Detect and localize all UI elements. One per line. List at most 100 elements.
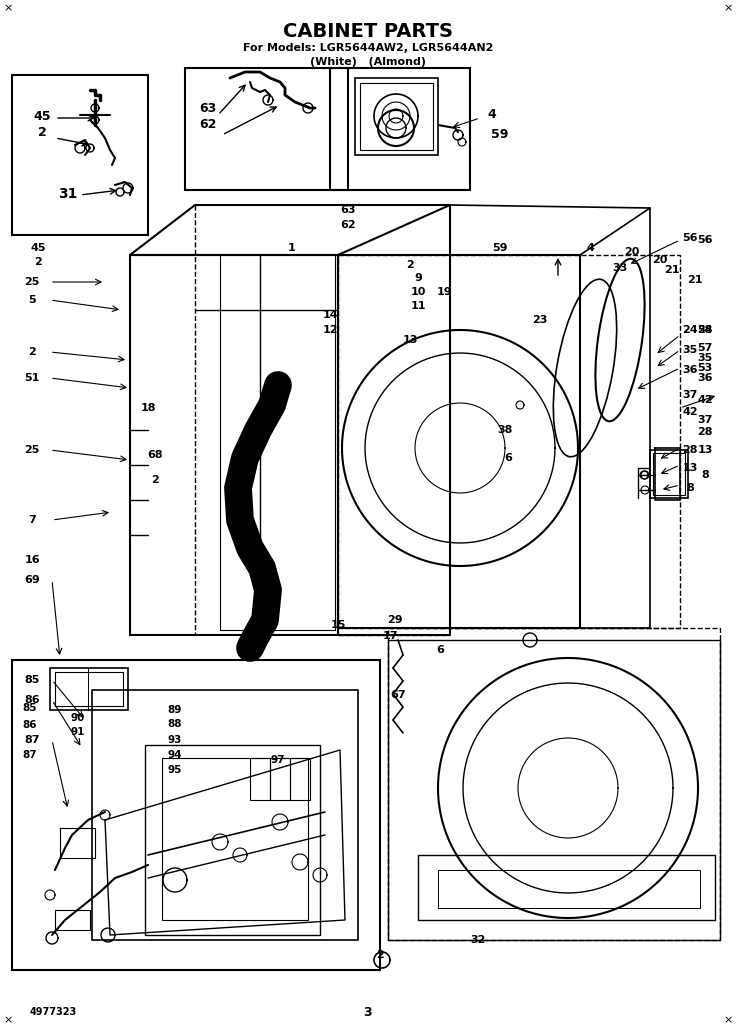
Text: (White)   (Almond): (White) (Almond)	[310, 57, 426, 67]
Text: 62: 62	[340, 220, 355, 230]
Text: 31: 31	[58, 187, 78, 201]
Text: 36: 36	[682, 365, 698, 375]
Text: 51: 51	[24, 373, 40, 383]
Bar	[55, 910, 90, 930]
Text: 42: 42	[697, 395, 712, 405]
Text: 10: 10	[410, 287, 425, 297]
Bar	[650, 450, 688, 498]
Bar	[338, 255, 580, 628]
Text: 93: 93	[168, 735, 183, 745]
Text: 68: 68	[147, 450, 163, 460]
Text: 4: 4	[586, 243, 594, 253]
Text: 86: 86	[23, 720, 38, 730]
Text: 42: 42	[682, 407, 698, 417]
Text: 7: 7	[28, 515, 36, 525]
Text: 89: 89	[168, 705, 183, 715]
Bar	[145, 745, 320, 935]
Text: 23: 23	[532, 315, 548, 325]
Bar	[50, 668, 128, 710]
Text: 13: 13	[697, 445, 712, 455]
Bar	[338, 255, 680, 628]
Text: 6: 6	[504, 453, 512, 463]
Text: 24: 24	[697, 325, 712, 335]
Text: 12: 12	[322, 325, 338, 335]
Text: For Models: LGR5644AW2, LGR5644AN2: For Models: LGR5644AW2, LGR5644AN2	[243, 43, 493, 53]
Text: 21: 21	[687, 276, 703, 285]
Text: 58: 58	[697, 325, 712, 335]
Text: 38: 38	[498, 425, 513, 435]
Text: 14: 14	[322, 310, 338, 320]
Bar	[438, 870, 700, 908]
Text: 67: 67	[390, 690, 406, 700]
Text: 6: 6	[436, 645, 444, 655]
Text: 25: 25	[24, 277, 40, 287]
Text: 45: 45	[33, 110, 51, 123]
Bar	[250, 758, 270, 800]
Text: 28: 28	[697, 427, 712, 437]
Text: 36: 36	[697, 373, 712, 383]
Text: CABINET PARTS: CABINET PARTS	[283, 22, 453, 41]
Text: 2: 2	[34, 257, 42, 267]
Text: 16: 16	[24, 555, 40, 565]
Bar	[360, 83, 433, 150]
Bar	[330, 68, 470, 190]
Text: 57: 57	[697, 343, 712, 353]
Text: 1: 1	[288, 243, 296, 253]
Text: 69: 69	[24, 575, 40, 585]
Text: 56: 56	[697, 235, 712, 245]
Bar	[12, 75, 148, 235]
Text: 37: 37	[697, 415, 712, 425]
Text: 85: 85	[23, 703, 38, 713]
Text: 94: 94	[168, 750, 183, 760]
Bar	[12, 660, 380, 970]
Text: 53: 53	[698, 363, 712, 373]
Text: 21: 21	[665, 265, 680, 276]
Text: 13: 13	[682, 463, 698, 473]
Text: 11: 11	[410, 301, 425, 311]
Text: 4977323: 4977323	[30, 1007, 77, 1017]
Text: 2: 2	[28, 347, 36, 357]
Text: 25: 25	[24, 445, 40, 455]
Text: ×: ×	[723, 1015, 732, 1025]
Text: 8: 8	[701, 470, 709, 480]
Text: 17: 17	[382, 631, 397, 641]
Text: 63: 63	[199, 102, 216, 114]
Text: 9: 9	[414, 273, 422, 283]
Bar	[355, 78, 438, 155]
Bar	[162, 758, 308, 920]
Text: 4: 4	[488, 109, 496, 121]
Bar	[653, 453, 685, 495]
Bar	[388, 628, 720, 940]
Text: 13: 13	[403, 335, 418, 345]
Text: 29: 29	[387, 615, 403, 625]
Text: ×: ×	[4, 3, 13, 13]
Text: 20: 20	[652, 255, 668, 265]
Bar	[60, 828, 95, 858]
Text: 24: 24	[682, 325, 698, 335]
Text: 90: 90	[71, 713, 85, 723]
Bar	[185, 68, 348, 190]
Text: 3: 3	[364, 1005, 372, 1019]
Text: 19: 19	[437, 287, 453, 297]
Text: ×: ×	[4, 1015, 13, 1025]
Text: 8: 8	[686, 483, 694, 493]
Text: 63: 63	[340, 205, 355, 215]
Bar	[55, 672, 123, 706]
Text: 15: 15	[330, 620, 346, 630]
Text: 2: 2	[38, 125, 46, 139]
Text: 86: 86	[24, 695, 40, 705]
Text: 95: 95	[168, 765, 183, 775]
Text: 97: 97	[271, 755, 286, 765]
Text: 59: 59	[492, 128, 509, 142]
Text: 2: 2	[151, 475, 159, 485]
Bar	[92, 690, 358, 940]
Text: 35: 35	[682, 345, 698, 355]
Text: ×: ×	[723, 3, 732, 13]
Text: 37: 37	[682, 390, 698, 400]
Text: 28: 28	[682, 445, 698, 455]
Bar	[418, 855, 715, 920]
Text: 56: 56	[682, 233, 698, 243]
Text: 20: 20	[624, 247, 640, 257]
Text: 59: 59	[492, 243, 508, 253]
Text: 88: 88	[168, 719, 183, 729]
